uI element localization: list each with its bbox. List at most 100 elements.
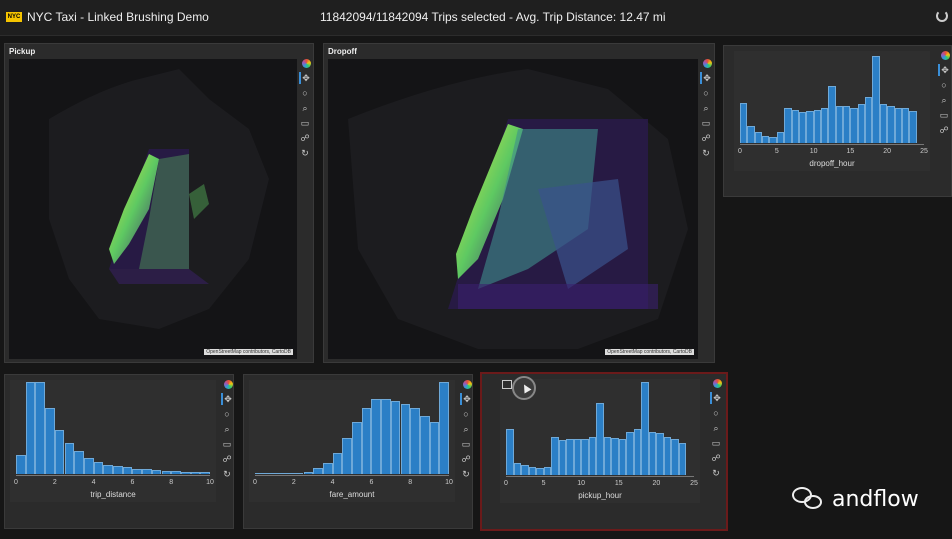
reset-icon[interactable]: ↻: [702, 148, 710, 158]
pan-icon[interactable]: ✥: [938, 64, 950, 76]
histogram-bar[interactable]: [850, 108, 858, 143]
histogram-bar[interactable]: [603, 436, 612, 475]
bokeh-logo-icon[interactable]: [301, 59, 311, 68]
histogram-bar[interactable]: [506, 428, 514, 475]
lasso-select-icon[interactable]: ○: [463, 409, 469, 419]
hover-icon[interactable]: ☍: [222, 454, 232, 464]
histogram-bar[interactable]: [909, 110, 917, 143]
histogram-bar[interactable]: [901, 108, 910, 143]
histogram-bar[interactable]: [513, 462, 522, 475]
histogram-bar[interactable]: [820, 108, 829, 143]
histogram-bar[interactable]: [74, 451, 84, 474]
histogram-bar[interactable]: [626, 431, 634, 475]
box-zoom-icon[interactable]: ▭: [711, 438, 721, 448]
pan-icon[interactable]: ✥: [700, 72, 712, 84]
bokeh-logo-icon[interactable]: [223, 380, 233, 389]
histogram-bar[interactable]: [558, 440, 567, 475]
lasso-select-icon[interactable]: ○: [941, 80, 947, 90]
histogram-bar[interactable]: [381, 398, 391, 474]
histogram-bar[interactable]: [776, 131, 785, 143]
histogram-bar[interactable]: [857, 104, 866, 143]
pickup-map[interactable]: OpenStreetMap contributors, CartoDB: [9, 59, 297, 359]
wheel-zoom-icon[interactable]: ⌕: [224, 424, 230, 434]
histogram-bar[interactable]: [791, 109, 799, 143]
hover-icon[interactable]: ☍: [939, 125, 949, 135]
reset-icon[interactable]: ↻: [223, 469, 231, 479]
histogram-bar[interactable]: [429, 422, 440, 474]
histogram-bar[interactable]: [132, 469, 143, 474]
histogram-bar[interactable]: [45, 408, 55, 474]
histogram-bar[interactable]: [551, 436, 559, 475]
histogram-bar[interactable]: [255, 473, 265, 475]
histogram-bar[interactable]: [641, 381, 649, 475]
bokeh-logo-icon[interactable]: [462, 380, 472, 389]
histogram-bar[interactable]: [180, 472, 191, 474]
histogram-bar[interactable]: [122, 467, 133, 474]
histogram-bar[interactable]: [872, 55, 880, 143]
box-select-icon[interactable]: [502, 380, 512, 389]
histogram-bar[interactable]: [419, 415, 430, 474]
histogram-bar[interactable]: [656, 432, 664, 475]
histogram-bar[interactable]: [103, 464, 113, 474]
wheel-zoom-icon[interactable]: ⌕: [941, 95, 947, 105]
histogram-bar[interactable]: [274, 473, 285, 475]
dropoff-hour-plot[interactable]: 0 5 10 15 20 25 dropoff_hour: [734, 51, 930, 171]
histogram-bar[interactable]: [566, 439, 574, 475]
histogram-bar[interactable]: [828, 85, 836, 143]
dropoff-map[interactable]: OpenStreetMap contributors, CartoDB: [328, 59, 698, 359]
histogram-bar[interactable]: [171, 471, 181, 474]
histogram-bar[interactable]: [648, 431, 657, 475]
histogram-bar[interactable]: [671, 438, 679, 475]
lasso-select-icon[interactable]: ○: [703, 88, 709, 98]
map-attribution[interactable]: OpenStreetMap contributors, CartoDB: [204, 349, 293, 355]
histogram-bar[interactable]: [894, 108, 902, 143]
histogram-bar[interactable]: [596, 403, 604, 475]
box-zoom-icon[interactable]: ▭: [939, 110, 949, 120]
histogram-bar[interactable]: [410, 408, 420, 474]
pan-icon[interactable]: ✥: [710, 392, 722, 404]
histogram-bar[interactable]: [332, 453, 343, 474]
box-zoom-icon[interactable]: ▭: [461, 439, 471, 449]
pan-icon[interactable]: ✥: [299, 72, 311, 84]
lasso-select-icon[interactable]: ○: [224, 409, 230, 419]
histogram-bar[interactable]: [887, 106, 895, 143]
histogram-bar[interactable]: [200, 472, 210, 474]
histogram-bar[interactable]: [618, 438, 627, 475]
histogram-bar[interactable]: [322, 462, 333, 474]
histogram-bar[interactable]: [611, 437, 619, 475]
map-attribution[interactable]: OpenStreetMap contributors, CartoDB: [605, 349, 694, 355]
histogram-bar[interactable]: [371, 398, 382, 474]
histogram-bar[interactable]: [142, 469, 152, 474]
histogram-bar[interactable]: [400, 403, 411, 474]
histogram-bar[interactable]: [54, 429, 65, 474]
histogram-bar[interactable]: [361, 408, 372, 474]
histogram-bar[interactable]: [581, 438, 589, 475]
box-zoom-icon[interactable]: ▭: [222, 439, 232, 449]
histogram-bar[interactable]: [762, 135, 770, 143]
histogram-bar[interactable]: [543, 467, 552, 475]
histogram-bar[interactable]: [439, 381, 449, 474]
reset-icon[interactable]: ↻: [712, 468, 720, 478]
box-zoom-icon[interactable]: ▭: [701, 118, 711, 128]
histogram-bar[interactable]: [35, 381, 46, 474]
histogram-bar[interactable]: [813, 109, 821, 143]
histogram-bar[interactable]: [633, 428, 642, 475]
histogram-bar[interactable]: [747, 126, 755, 143]
histogram-bar[interactable]: [151, 470, 162, 474]
histogram-bar[interactable]: [740, 102, 748, 143]
histogram-bar[interactable]: [93, 461, 104, 474]
histogram-bar[interactable]: [264, 473, 275, 475]
histogram-bar[interactable]: [798, 111, 807, 143]
lasso-select-icon[interactable]: ○: [713, 408, 719, 418]
histogram-bar[interactable]: [284, 473, 294, 475]
box-zoom-icon[interactable]: ▭: [300, 118, 310, 128]
pan-icon[interactable]: ✥: [460, 393, 472, 405]
wheel-zoom-icon[interactable]: ⌕: [703, 103, 709, 113]
bokeh-logo-icon[interactable]: [940, 51, 950, 60]
histogram-bar[interactable]: [769, 136, 777, 143]
histogram-bar[interactable]: [588, 436, 597, 475]
histogram-bar[interactable]: [879, 104, 888, 143]
reset-icon[interactable]: ↻: [301, 148, 309, 158]
histogram-bar[interactable]: [843, 106, 851, 143]
histogram-bar[interactable]: [521, 465, 529, 475]
